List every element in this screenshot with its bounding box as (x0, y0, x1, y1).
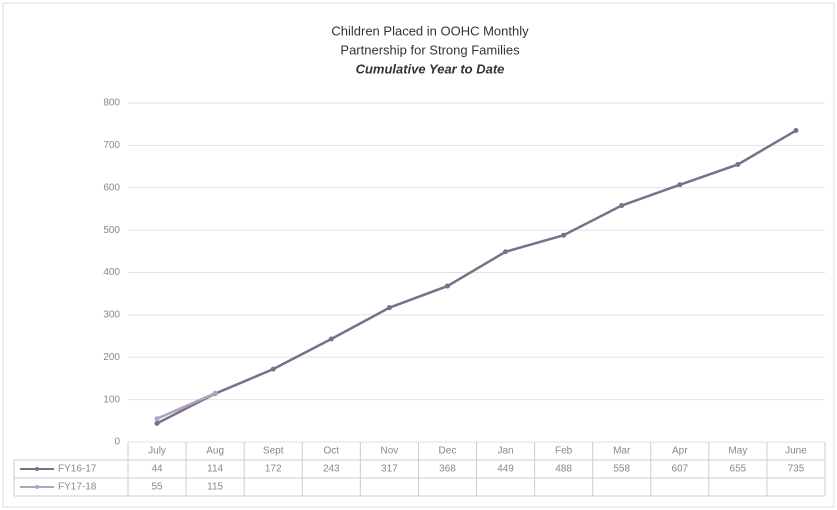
y-tick-label: 400 (103, 267, 120, 278)
x-tick-label: Mar (613, 446, 631, 457)
y-tick-label: 600 (103, 182, 120, 193)
x-tick-label: Feb (555, 446, 573, 457)
point (212, 390, 218, 396)
point (444, 283, 450, 289)
table-value: 172 (265, 464, 282, 475)
y-tick-label: 700 (103, 140, 120, 151)
table-value: 607 (671, 464, 688, 475)
chart-subtitle: Cumulative Year to Date (356, 61, 505, 76)
chart-subtitle: Partnership for Strong Families (340, 42, 520, 57)
table-value: 44 (151, 464, 163, 475)
legend-marker (35, 467, 39, 471)
point (793, 128, 799, 134)
x-tick-label: Aug (206, 446, 224, 457)
point (561, 232, 567, 238)
table-value: 368 (439, 464, 456, 475)
point (154, 416, 160, 422)
chart-title: Children Placed in OOHC Monthly (331, 23, 529, 38)
x-tick-label: June (785, 446, 807, 457)
table-value: 114 (207, 464, 223, 475)
point (677, 182, 683, 188)
point (328, 336, 334, 342)
table-value: 55 (151, 482, 163, 493)
table-value: 488 (555, 464, 572, 475)
y-tick-label: 300 (103, 310, 120, 321)
y-tick-label: 0 (114, 437, 120, 448)
table-value: 317 (381, 464, 398, 475)
point (154, 420, 160, 426)
table-value: 449 (497, 464, 514, 475)
x-tick-label: Sept (263, 446, 284, 457)
y-tick-label: 100 (103, 394, 120, 405)
point (735, 161, 741, 167)
legend-marker (35, 485, 39, 489)
table-value: 115 (207, 482, 223, 493)
x-tick-label: May (728, 446, 747, 457)
x-tick-label: Dec (439, 446, 457, 457)
x-tick-label: July (148, 446, 166, 457)
table-value: 735 (788, 464, 805, 475)
x-tick-label: Jan (497, 446, 513, 457)
series-line (156, 392, 216, 420)
x-tick-label: Apr (672, 446, 688, 457)
point (386, 305, 392, 311)
y-tick-label: 800 (103, 98, 120, 109)
series-line (156, 129, 797, 425)
y-tick-label: 200 (103, 352, 120, 363)
x-tick-label: Nov (380, 446, 398, 457)
table-value: 243 (323, 464, 340, 475)
point (619, 203, 625, 209)
table-value: 558 (613, 464, 630, 475)
legend-label: FY16-17 (58, 464, 97, 475)
table-value: 655 (730, 464, 747, 475)
x-tick-label: Oct (324, 446, 340, 457)
legend-label: FY17-18 (58, 482, 97, 493)
point (503, 249, 509, 255)
y-tick-label: 500 (103, 225, 120, 236)
point (270, 366, 276, 372)
